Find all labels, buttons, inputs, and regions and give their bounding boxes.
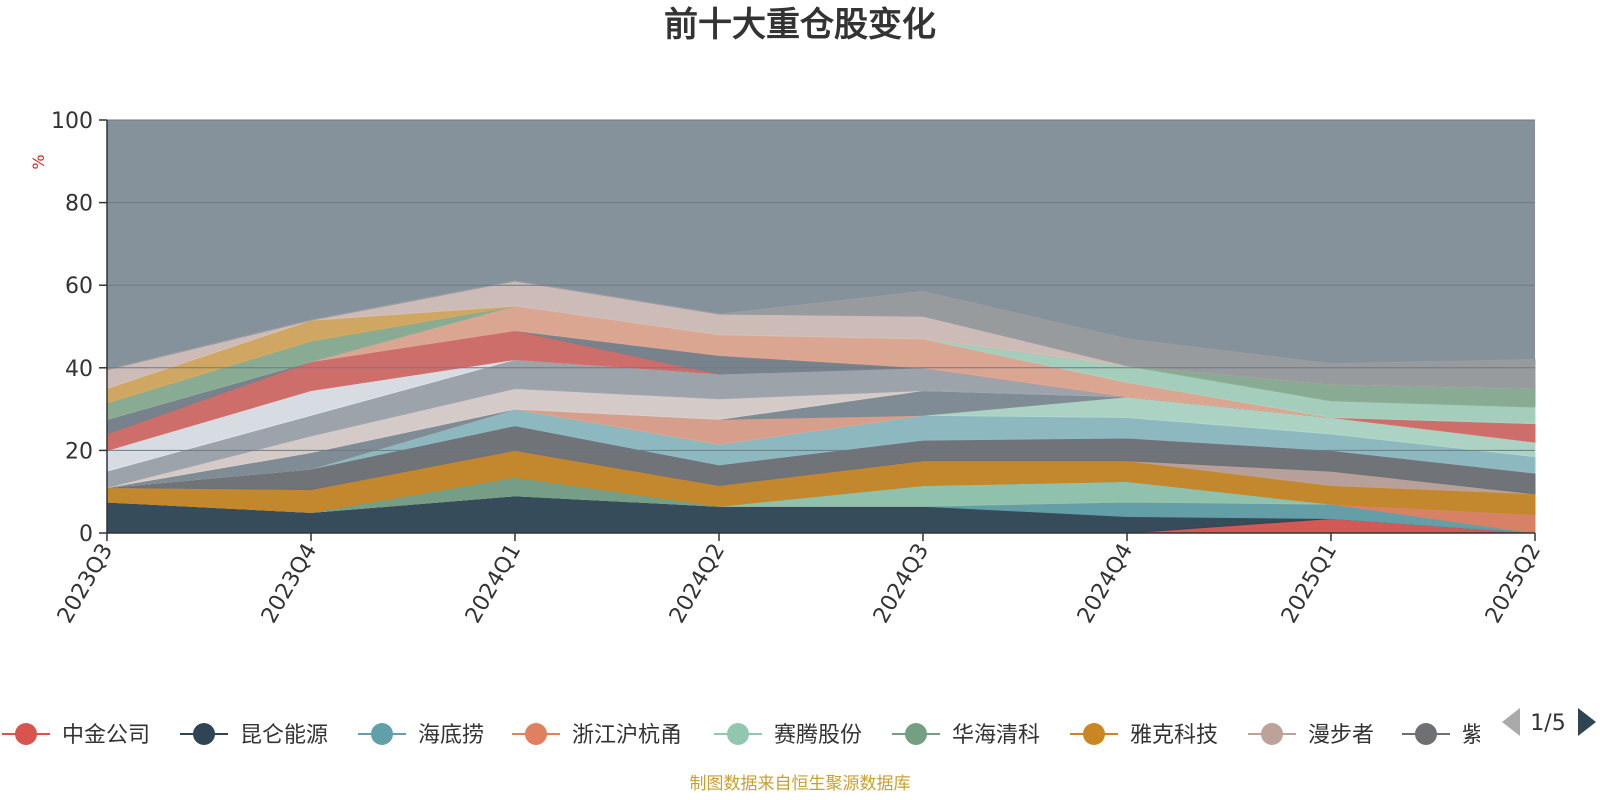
legend-label-0: 中金公司: [62, 723, 150, 748]
x-tick-label-6: 2025Q1: [1277, 540, 1342, 628]
legend-marker-1: [193, 723, 215, 745]
legend-next-arrow-icon[interactable]: [1578, 708, 1596, 736]
legend-marker-5: [905, 723, 927, 745]
legend-item-6[interactable]: 雅克科技: [1070, 723, 1218, 748]
gridlines: [107, 119, 1535, 451]
legend-item-1[interactable]: 昆仑能源: [180, 723, 328, 748]
legend-page-indicator: 1/5: [1530, 711, 1565, 736]
y-axis-unit: %: [29, 154, 48, 169]
data-source-note: 制图数据来自恒生聚源数据库: [690, 774, 911, 794]
legend-label-2: 海底捞: [418, 723, 484, 748]
legend-label-3: 浙江沪杭甬: [572, 723, 682, 748]
legend-item-8[interactable]: 紫金矿业: [1402, 723, 1550, 748]
chart-title: 前十大重仓股变化: [664, 5, 936, 45]
y-tick-label-5: 100: [51, 109, 93, 134]
legend-label-8: 紫金矿业: [1462, 723, 1550, 748]
legend-item-4[interactable]: 赛腾股份: [714, 723, 862, 748]
x-tick-label-1: 2023Q4: [257, 540, 322, 628]
legend-label-4: 赛腾股份: [774, 723, 862, 748]
legend-marker-3: [525, 723, 547, 745]
legend-label-6: 雅克科技: [1130, 723, 1218, 748]
x-tick-label-2: 2024Q1: [461, 540, 526, 628]
legend-marker-0: [15, 723, 37, 745]
area-series-23: [106, 280, 1536, 390]
x-tick-label-7: 2025Q2: [1481, 540, 1546, 628]
legend-pager: 1/5: [1502, 708, 1596, 736]
y-tick-label-2: 40: [65, 357, 93, 382]
legend-marker-2: [371, 723, 393, 745]
legend-item-2[interactable]: 海底捞: [358, 723, 484, 748]
x-tick-label-3: 2024Q2: [665, 540, 730, 628]
legend-marker-6: [1083, 723, 1105, 745]
x-tick-label-4: 2024Q3: [869, 540, 934, 628]
area-series-group: [106, 280, 1536, 534]
legend-label-7: 漫步者: [1308, 723, 1374, 748]
legend-marker-7: [1261, 723, 1283, 745]
y-tick-label-3: 60: [65, 274, 93, 299]
legend-marker-8: [1415, 723, 1437, 745]
legend-item-5[interactable]: 华海清科: [892, 723, 1040, 748]
y-tick-label-1: 20: [65, 439, 93, 464]
y-tick-label-4: 80: [65, 192, 93, 217]
legend-marker-4: [727, 723, 749, 745]
legend-prev-arrow-icon[interactable]: [1502, 708, 1520, 736]
legend-item-7[interactable]: 漫步者: [1248, 723, 1374, 748]
legend-label-5: 华海清科: [952, 723, 1040, 748]
legend-label-1: 昆仑能源: [240, 723, 328, 748]
y-tick-label-0: 0: [79, 522, 93, 547]
x-tick-label-5: 2024Q4: [1073, 540, 1138, 628]
legend-item-0[interactable]: 中金公司: [2, 723, 150, 748]
legend: 中金公司 昆仑能源 海底捞 浙江沪杭甬 赛腾股份 华海清科 雅克科技 漫步者 紫金矿业: [2, 723, 1550, 748]
legend-item-3[interactable]: 浙江沪杭甬: [512, 723, 682, 748]
x-tick-label-0: 2023Q3: [53, 540, 118, 628]
